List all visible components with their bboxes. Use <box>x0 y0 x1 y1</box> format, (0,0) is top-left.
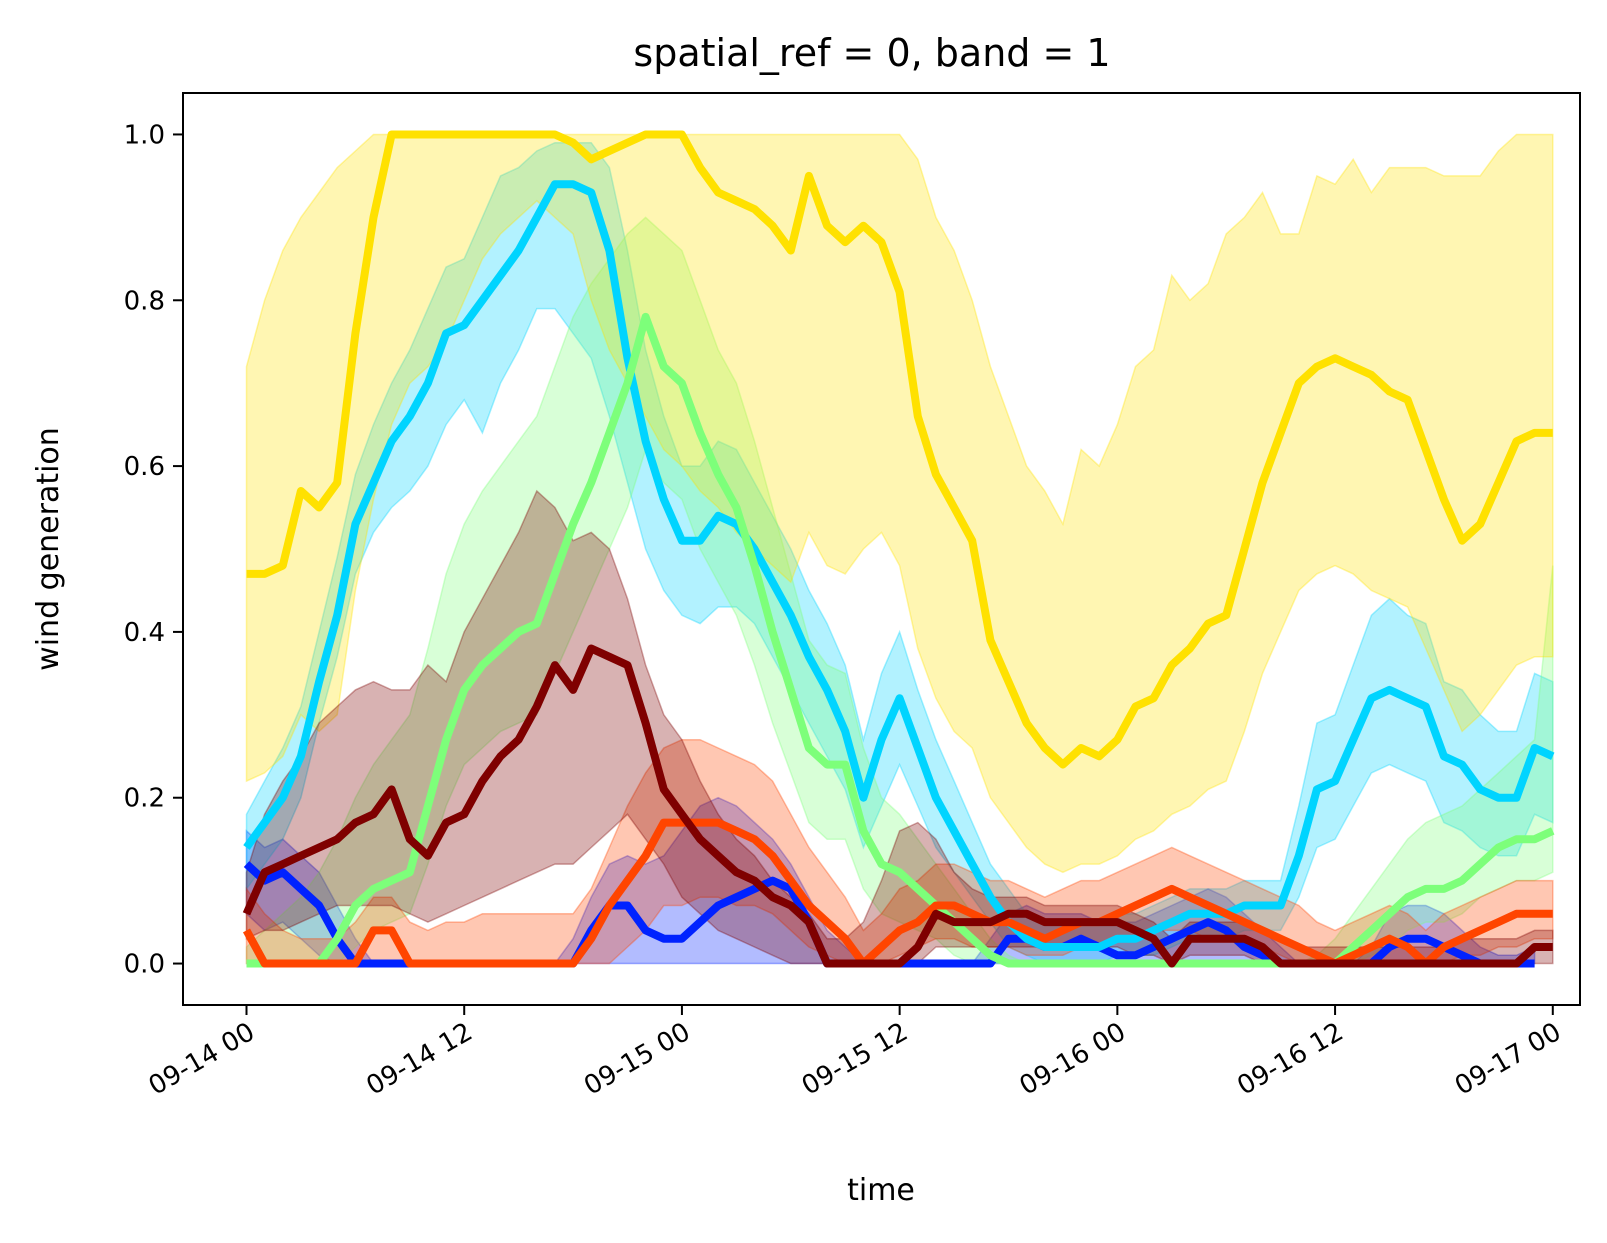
y-tick-label: 0.4 <box>124 618 165 648</box>
band-series-2 <box>245 216 1554 965</box>
band-series-3 <box>245 133 1554 874</box>
chart-title: spatial_ref = 0, band = 1 <box>633 31 1110 75</box>
line-series-5 <box>242 644 1553 968</box>
y-tick-label: 0.6 <box>124 452 165 482</box>
series-lines <box>242 130 1555 968</box>
band-series-5 <box>245 489 1554 965</box>
line-series-3 <box>246 130 1553 769</box>
band-series-1 <box>245 141 1554 965</box>
y-tick-label: 0.8 <box>124 286 165 316</box>
band-series-4 <box>245 738 1554 965</box>
x-axis-label: time <box>847 1173 915 1208</box>
y-tick-label: 1.0 <box>124 120 165 150</box>
y-tick-label: 0.0 <box>124 950 165 980</box>
line-series-1 <box>243 180 1555 951</box>
y-tick-label: 0.2 <box>124 784 165 814</box>
y-axis: 0.0 0.2 0.4 0.6 0.8 1.0 <box>124 120 183 980</box>
plot-frame <box>182 92 1581 1006</box>
y-axis-label: wind generation <box>31 427 66 671</box>
